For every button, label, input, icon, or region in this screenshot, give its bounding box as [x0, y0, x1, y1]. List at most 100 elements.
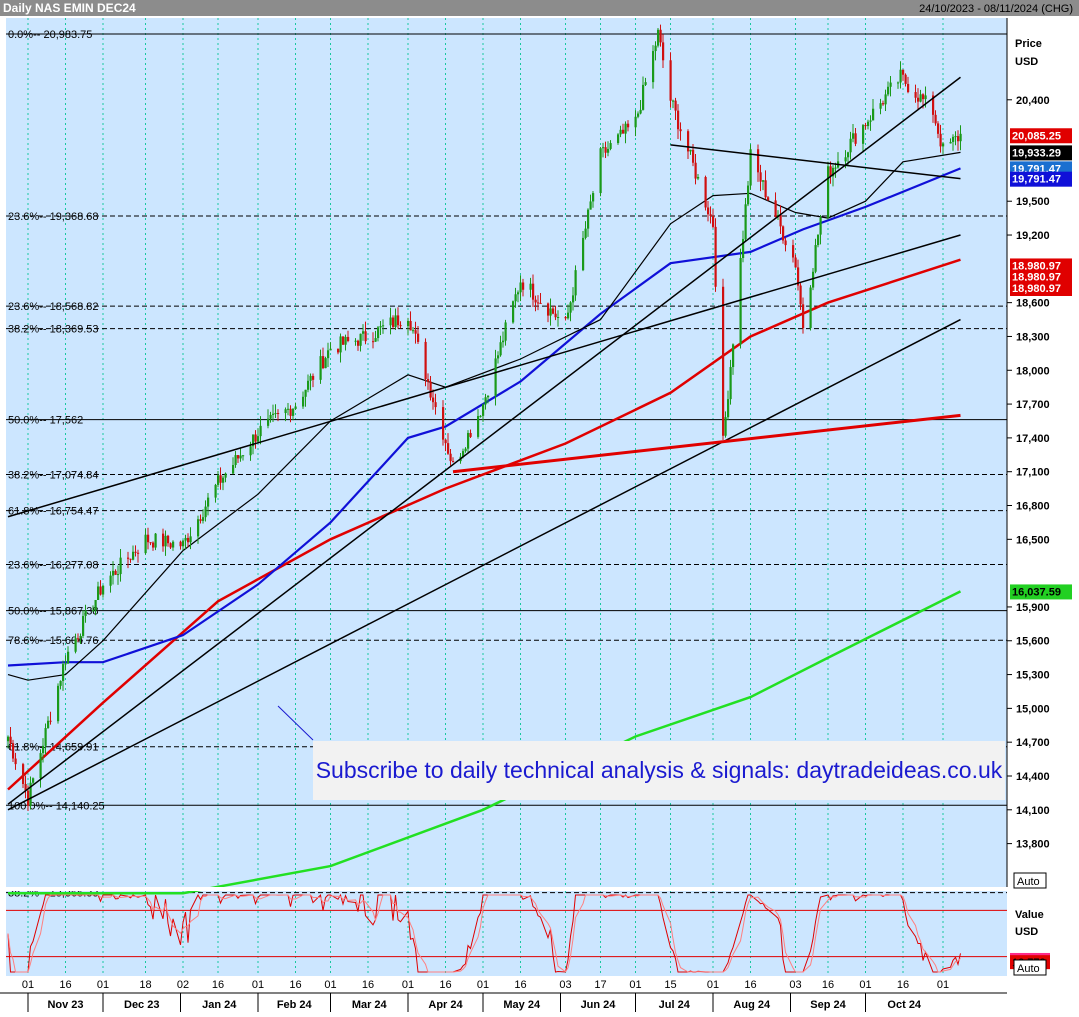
candle-body	[399, 325, 402, 327]
candle-body	[272, 413, 275, 415]
price-label-text: 16,037.59	[1012, 586, 1061, 598]
candle-body	[214, 484, 217, 498]
candle-body	[599, 148, 602, 194]
day-tick-label: 16	[59, 979, 71, 991]
candle-body	[582, 237, 585, 271]
ma-blue-line	[7, 167, 961, 667]
candle-body	[819, 217, 822, 235]
candle-body	[162, 533, 165, 547]
price-tick-label: 19,200	[1016, 230, 1050, 242]
fib-level-label: 78.6%-- 15,604.76	[8, 635, 99, 647]
candle-body	[949, 141, 952, 144]
candle-body	[934, 114, 937, 124]
candle-body	[864, 125, 867, 127]
price-label-text: 18,980.97	[1012, 272, 1061, 284]
candle-body	[267, 418, 270, 426]
candle-body	[592, 193, 595, 202]
candle-body	[149, 542, 152, 544]
candle-body	[709, 214, 712, 216]
candle-body	[937, 123, 940, 134]
candle-body	[779, 214, 782, 227]
candle-body	[712, 215, 715, 227]
osc-auto-box[interactable]	[1013, 959, 1047, 976]
day-tick-label: 17	[594, 979, 606, 991]
price-tick-label: 14,700	[1016, 737, 1050, 749]
month-label: Feb 24	[277, 999, 313, 1011]
price-label-text: 18,980.97	[1012, 283, 1061, 295]
candle-body	[802, 304, 805, 329]
day-tick-label: 01	[22, 979, 34, 991]
candle-body	[689, 149, 692, 152]
price-tick-label: 19,500	[1016, 196, 1050, 208]
candle-body	[447, 443, 450, 454]
candle-body	[189, 536, 192, 543]
candle-body	[164, 535, 167, 547]
price-label-text: 18,980.97	[1012, 260, 1061, 272]
candle-body	[12, 743, 15, 759]
day-tick-label: 15	[664, 979, 676, 991]
candle-body	[42, 745, 45, 754]
candle-body	[552, 308, 555, 314]
candle-body	[619, 129, 622, 135]
candle-body	[872, 108, 875, 121]
candle-body	[932, 95, 935, 115]
candle-body	[782, 226, 785, 241]
candle-body	[834, 167, 837, 169]
candle-body	[359, 333, 362, 346]
price-auto-label[interactable]: Auto	[1017, 876, 1040, 888]
candle-body	[657, 29, 660, 46]
candle-body	[312, 375, 315, 380]
candle-body	[622, 129, 625, 134]
candle-body	[799, 285, 802, 305]
candle-body	[679, 129, 682, 132]
fib-level-label: 38.2%-- 17,074.84	[8, 470, 99, 482]
stochastic-oscillator: 15.62312.778	[6, 893, 1050, 973]
trend-lines	[7, 76, 961, 811]
price-auto-box[interactable]	[1013, 872, 1047, 889]
candle-body	[92, 610, 95, 612]
candle-body	[97, 586, 100, 600]
candle-body	[302, 396, 305, 407]
candle-body	[767, 197, 770, 201]
osc-auto-label[interactable]: Auto	[1017, 963, 1040, 975]
trend-line	[7, 234, 961, 518]
candle-body	[677, 110, 680, 130]
price-tick-label: 18,000	[1016, 365, 1050, 377]
month-label: Sep 24	[810, 999, 846, 1011]
day-tick-label: 01	[324, 979, 336, 991]
candle-body	[587, 209, 590, 229]
candle-body	[197, 519, 200, 537]
candle-body	[867, 121, 870, 127]
candle-body	[452, 461, 455, 463]
candle-body	[727, 399, 730, 418]
subscribe-banner[interactable]: Subscribe to daily technical analysis & …	[313, 741, 1005, 800]
candle-body	[294, 406, 297, 409]
candle-body	[617, 134, 620, 144]
price-tick-label: 14,400	[1016, 771, 1050, 783]
candle-body	[512, 301, 515, 323]
fib-level-label: 50.0%-- 17,562	[8, 415, 83, 427]
candle-body	[289, 408, 292, 416]
candle-body	[547, 303, 550, 316]
fib-level-label: 23.6%-- 16,277.08	[8, 559, 99, 571]
fib-level-label: 0.0%-- 20,983.75	[8, 29, 92, 41]
price-tick-label: 16,800	[1016, 501, 1050, 513]
price-tick-label: 17,100	[1016, 467, 1050, 479]
candle-body	[954, 136, 957, 138]
candle-body	[224, 473, 227, 478]
candle-body	[817, 234, 820, 246]
candle-body	[234, 455, 237, 465]
candle-body	[184, 537, 187, 541]
day-tick-label: 16	[744, 979, 756, 991]
price-tick-label: 16,500	[1016, 534, 1050, 546]
price-tick-label: 14,100	[1016, 805, 1050, 817]
candle-body	[329, 348, 332, 351]
candle-body	[814, 245, 817, 272]
candle-body	[434, 402, 437, 408]
price-tick-label: 20,400	[1016, 95, 1050, 107]
candle-body	[257, 436, 260, 442]
day-tick-label: 16	[289, 979, 301, 991]
candle-body	[372, 341, 375, 343]
day-tick-label: 01	[477, 979, 489, 991]
header-bar	[0, 0, 1079, 16]
